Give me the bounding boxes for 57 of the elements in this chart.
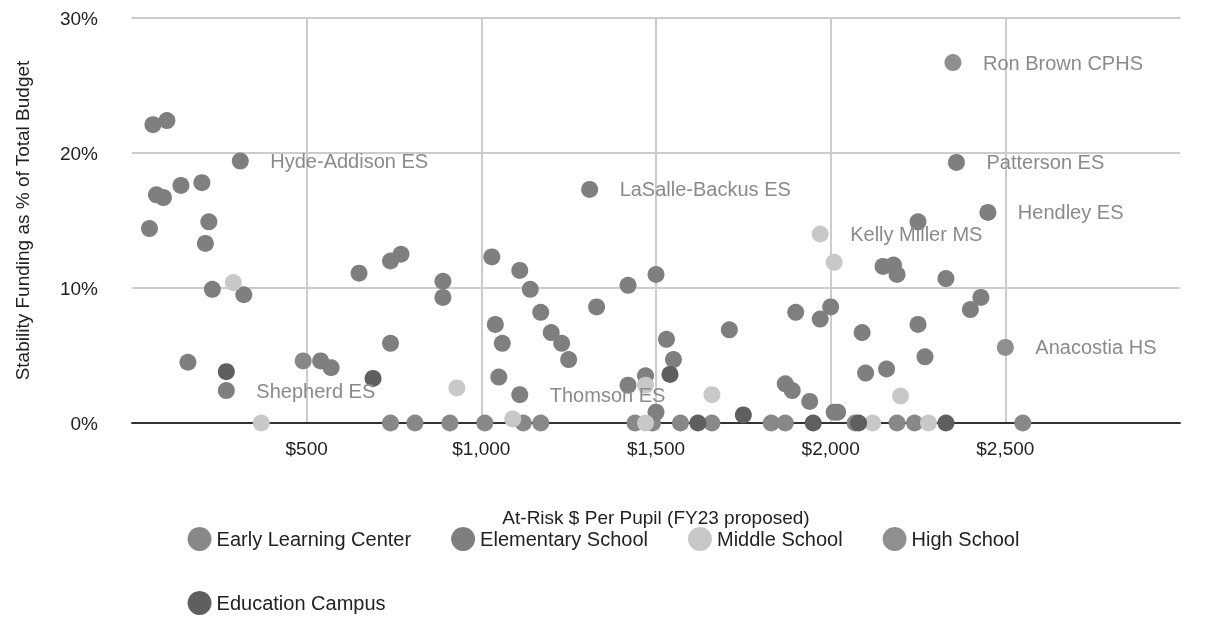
point: [504, 410, 522, 428]
point: [937, 414, 955, 432]
annotation: Kelly Miller MS: [850, 223, 983, 245]
point: [294, 352, 312, 370]
y-tick-label: 0%: [70, 412, 99, 434]
point: [224, 274, 242, 292]
annotation: Patterson ES: [986, 151, 1105, 174]
annotation: Hendley ES: [1017, 201, 1124, 224]
point: [382, 414, 400, 432]
point: [811, 225, 829, 243]
point: [448, 379, 466, 397]
point: [532, 414, 550, 432]
annotation: Shepherd ES: [256, 379, 376, 402]
point: [476, 414, 494, 432]
y-tick-label: 10%: [59, 277, 99, 299]
point: [734, 406, 752, 424]
point: [906, 414, 924, 432]
legend-label: Early Learning Center: [216, 528, 412, 550]
point: [406, 414, 424, 432]
point: [944, 54, 962, 72]
point: [661, 365, 679, 383]
legend-label: Elementary School: [480, 528, 648, 550]
point: [217, 363, 235, 381]
point: [689, 414, 707, 432]
x-tick-label: $500: [285, 438, 328, 459]
point: [762, 414, 780, 432]
x-tick-label: $2,500: [976, 438, 1035, 459]
x-tick-label: $2,000: [801, 438, 860, 459]
point: [1014, 414, 1032, 432]
legend-label: Middle School: [716, 528, 843, 550]
point: [671, 414, 689, 432]
point: [920, 414, 937, 432]
x-axis-title: At-Risk $ Per Pupil (FY23 proposed): [502, 507, 810, 528]
point: [637, 414, 655, 432]
point: [252, 414, 270, 432]
point: [864, 414, 882, 432]
y-tick-label: 30%: [59, 7, 99, 29]
legend-label: High School: [911, 528, 1020, 550]
point: [703, 414, 721, 432]
point: [892, 387, 910, 405]
point: [804, 414, 822, 432]
y-axis-title: Stability Funding as % of Total Budget: [12, 59, 33, 381]
annotation: Ron Brown CPHS: [982, 51, 1143, 74]
point: [825, 253, 843, 271]
legend-label: Education Campus: [216, 592, 386, 614]
x-tick-label: $1,500: [626, 438, 686, 459]
annotation: LaSalle-Backus ES: [619, 178, 791, 201]
annotation: Anacostia HS: [1035, 336, 1157, 359]
point: [888, 414, 906, 432]
point: [441, 414, 459, 432]
point: [703, 386, 721, 404]
annotation: Hyde-Addison ES: [270, 150, 429, 173]
point: [776, 414, 794, 432]
point: [996, 338, 1014, 356]
x-tick-label: $1,000: [452, 438, 511, 459]
point: [850, 414, 868, 432]
y-tick-label: 20%: [59, 142, 99, 164]
